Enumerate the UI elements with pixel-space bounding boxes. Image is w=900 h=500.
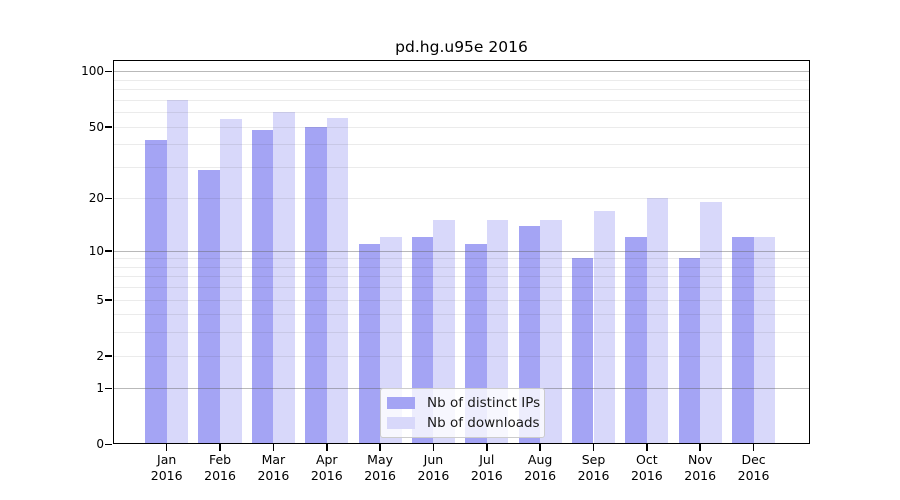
x-axis-tick-label: Jan 2016 <box>135 452 199 483</box>
bar-distinct-ips <box>678 258 701 444</box>
gridline-minor <box>113 99 810 101</box>
bar-distinct-ips <box>305 126 327 444</box>
legend: Nb of distinct IPs Nb of downloads <box>380 388 545 438</box>
x-tick-year: 2016 <box>257 467 290 483</box>
x-tick-year: 2016 <box>150 467 183 483</box>
x-tick-mark <box>752 444 755 451</box>
x-tick-month: Jan <box>157 452 177 467</box>
x-tick-mark <box>486 444 488 451</box>
x-tick-month: Oct <box>636 452 658 467</box>
x-tick-year: 2016 <box>310 467 343 483</box>
x-tick-year: 2016 <box>204 467 236 483</box>
x-tick-mark <box>326 444 328 451</box>
x-axis-tick-label: Nov 2016 <box>668 452 732 483</box>
bar-downloads <box>646 198 669 444</box>
bar-downloads <box>220 119 242 444</box>
y-tick-mark <box>105 355 112 357</box>
bar-downloads <box>540 220 562 444</box>
bar-distinct-ips <box>198 169 221 444</box>
x-tick-mark <box>539 444 541 451</box>
gridline-major <box>113 71 810 73</box>
x-tick-month: Apr <box>315 452 338 467</box>
y-tick-mark <box>105 197 112 200</box>
x-tick-mark <box>432 444 435 451</box>
x-tick-month: Nov <box>687 452 713 467</box>
x-tick-year: 2016 <box>470 467 503 483</box>
bar-distinct-ips <box>145 140 167 444</box>
x-tick-year: 2016 <box>417 467 450 483</box>
chart-title: pd.hg.u95e 2016 <box>395 38 528 56</box>
bar-distinct-ips <box>731 237 754 444</box>
bar-distinct-ips <box>358 243 381 444</box>
bar-distinct-ips <box>571 258 594 444</box>
x-tick-month: Feb <box>208 452 232 467</box>
x-tick-mark <box>219 444 221 451</box>
gridline-minor <box>113 126 810 128</box>
x-tick-year: 2016 <box>684 467 717 483</box>
y-axis-tick-label: 1 <box>96 381 104 396</box>
x-tick-mark <box>272 444 275 451</box>
y-tick-mark <box>105 126 112 128</box>
bar-downloads <box>273 112 295 444</box>
x-tick-month: Dec <box>741 452 766 467</box>
gridline-minor <box>113 166 810 168</box>
x-tick-month: Sep <box>581 452 606 467</box>
x-tick-month: Aug <box>527 452 553 467</box>
x-tick-month: Mar <box>261 452 286 467</box>
y-axis-tick-label: 5 <box>96 292 104 307</box>
x-tick-mark <box>165 444 168 451</box>
y-axis-tick-label: 100 <box>81 64 104 79</box>
bar-downloads <box>166 99 189 444</box>
bar-downloads <box>700 202 722 444</box>
gridline-minor <box>113 144 810 146</box>
x-axis-tick-label: Aug 2016 <box>508 452 572 483</box>
x-tick-year: 2016 <box>524 467 557 483</box>
x-axis-tick-label: Oct 2016 <box>615 452 679 483</box>
bar-downloads <box>326 117 349 444</box>
x-axis-tick-label: May 2016 <box>348 452 412 483</box>
x-tick-year: 2016 <box>737 467 770 483</box>
legend-swatch-downloads <box>387 417 415 429</box>
x-axis-tick-label: Feb 2016 <box>188 452 252 483</box>
y-tick-mark <box>105 250 112 252</box>
legend-swatch-distinct-ips <box>387 397 415 409</box>
x-axis-tick-label: Mar 2016 <box>241 452 305 483</box>
x-tick-mark <box>592 444 595 451</box>
legend-label: Nb of downloads <box>427 415 540 431</box>
x-axis-tick-label: Dec 2016 <box>722 452 786 483</box>
x-tick-mark <box>699 444 701 451</box>
bar-downloads <box>593 210 616 444</box>
y-axis-tick-label: 0 <box>96 437 104 452</box>
y-tick-mark <box>105 299 112 301</box>
x-axis-tick-label: Jun 2016 <box>401 452 465 483</box>
y-tick-mark <box>105 387 112 390</box>
x-tick-year: 2016 <box>364 467 396 483</box>
y-axis-tick-label: 50 <box>88 119 104 134</box>
gridline-minor <box>113 79 810 81</box>
y-tick-mark <box>105 70 112 73</box>
y-tick-mark <box>105 443 112 446</box>
x-tick-year: 2016 <box>630 467 663 483</box>
x-tick-month: Jun <box>423 452 444 467</box>
x-tick-year: 2016 <box>577 467 610 483</box>
x-tick-month: May <box>367 452 394 467</box>
x-tick-mark <box>646 444 648 451</box>
gridline-minor <box>113 89 810 91</box>
x-axis-tick-label: Apr 2016 <box>295 452 359 483</box>
y-axis-tick-label: 2 <box>96 348 104 363</box>
legend-item: Nb of downloads <box>387 415 540 431</box>
x-tick-month: Jul <box>479 452 495 467</box>
x-axis-tick-label: Jul 2016 <box>455 452 519 483</box>
bar-downloads <box>753 237 776 444</box>
x-axis-tick-label: Sep 2016 <box>562 452 626 483</box>
x-tick-mark <box>379 444 381 451</box>
y-axis-tick-label: 20 <box>88 191 104 206</box>
bar-distinct-ips <box>251 129 274 444</box>
bar-distinct-ips <box>625 237 647 444</box>
legend-label: Nb of distinct IPs <box>427 395 541 411</box>
gridline-minor <box>113 112 810 114</box>
y-axis-tick-label: 10 <box>88 243 104 258</box>
legend-item: Nb of distinct IPs <box>387 395 540 411</box>
